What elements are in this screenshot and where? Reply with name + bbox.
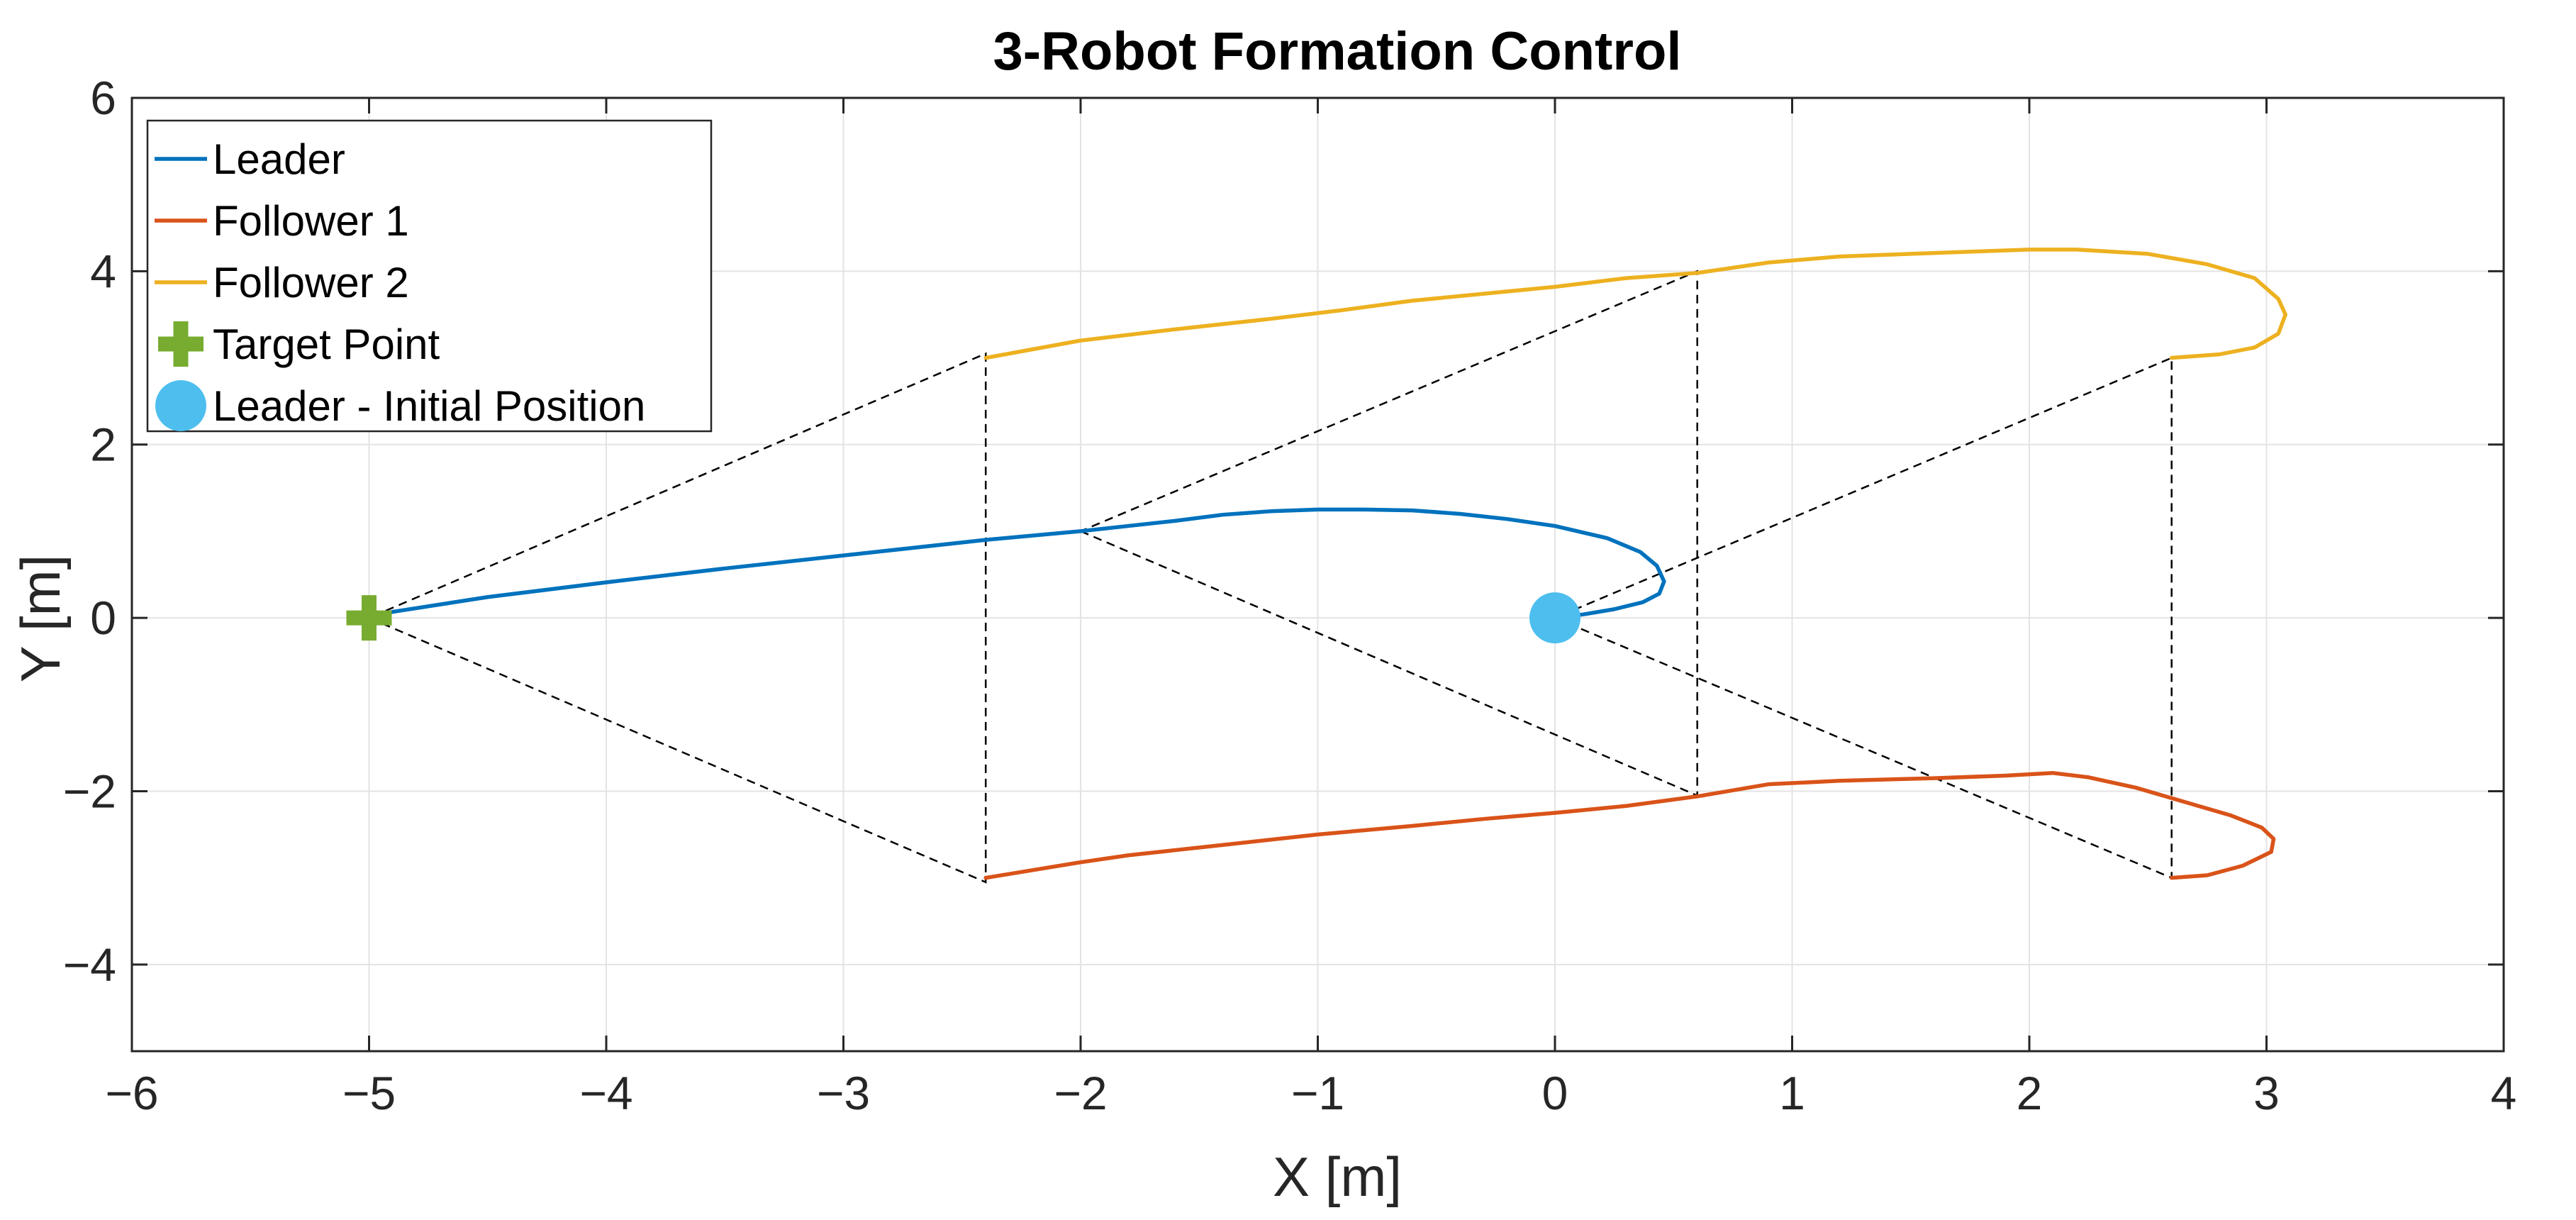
legend: Leader Follower 1 Follower 2 Target Point Le… <box>146 119 713 433</box>
legend-box <box>146 119 713 433</box>
chart-title: 3-Robot Formation Control <box>993 21 1682 82</box>
x-tick-label: 4 <box>2491 1067 2517 1119</box>
series-line-follower-1 <box>983 771 2276 880</box>
legend-swatch-target-point <box>158 321 203 367</box>
y-tick-label: 6 <box>90 72 116 124</box>
leader-initial-position-marker <box>1529 592 1580 644</box>
x-tick-label: −1 <box>1291 1067 1344 1119</box>
formation-triangle <box>367 352 987 884</box>
y-tick-label: 2 <box>90 418 116 471</box>
markers <box>346 592 1580 644</box>
axis-ticks: −6 −5 −4 −3 −2 −1 0 1 2 3 4 −4 −2 0 2 4 6 <box>63 72 2517 1119</box>
legend-label-follower-1: Follower 1 <box>213 197 409 245</box>
x-tick-label: −4 <box>579 1067 632 1119</box>
y-tick-label: −2 <box>63 765 116 817</box>
target-point-marker <box>346 595 392 641</box>
x-tick-label: 1 <box>1779 1067 1805 1119</box>
formation-triangles <box>367 270 2173 884</box>
series-line-leader <box>367 507 1666 620</box>
y-tick-label: 4 <box>90 245 116 297</box>
x-tick-label: −5 <box>342 1067 396 1119</box>
y-tick-label: 0 <box>90 592 116 644</box>
series-line-follower-2 <box>983 248 2288 360</box>
x-tick-label: 2 <box>2017 1067 2043 1119</box>
formation-triangle <box>1552 356 2173 880</box>
y-tick-label: −4 <box>63 938 116 991</box>
legend-label-leader-initial-position: Leader - Initial Position <box>213 382 645 430</box>
legend-label-leader: Leader <box>213 135 345 183</box>
legend-label-follower-2: Follower 2 <box>213 259 409 306</box>
legend-swatch-leader-initial-position <box>155 380 206 431</box>
x-tick-label: −3 <box>817 1067 870 1119</box>
x-tick-label: −2 <box>1054 1067 1107 1119</box>
x-tick-label: 3 <box>2253 1067 2280 1119</box>
y-axis-label: Y [m] <box>9 555 72 683</box>
legend-label-target-point: Target Point <box>213 321 440 368</box>
x-tick-label: 0 <box>1542 1067 1568 1119</box>
x-tick-label: −6 <box>105 1067 158 1119</box>
x-axis-label: X [m] <box>1273 1146 1402 1208</box>
trajectories <box>367 248 2288 880</box>
